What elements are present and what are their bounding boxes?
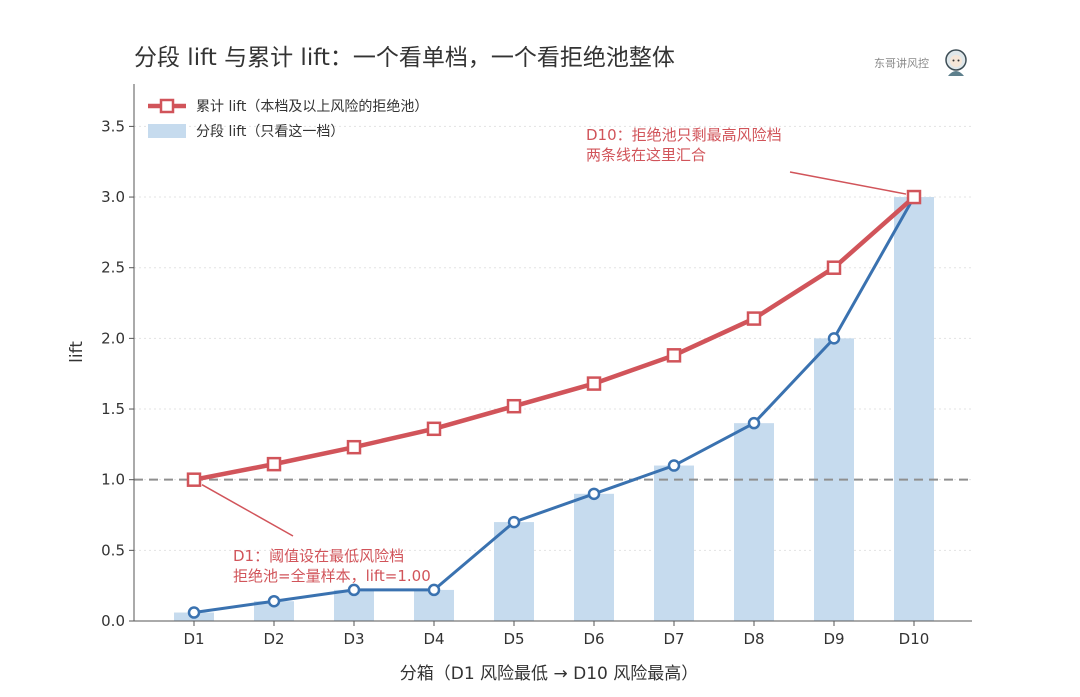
cumulative-lift-point xyxy=(346,439,362,455)
segment-lift-point xyxy=(827,332,841,345)
y-tick-label: 0.0 xyxy=(101,612,125,630)
segment-lift-point xyxy=(187,606,201,619)
segment-lift-point xyxy=(587,487,601,501)
segment-lift-point xyxy=(347,583,361,597)
cumulative-lift-point xyxy=(906,189,922,205)
x-tick-label: D1 xyxy=(183,630,204,648)
legend-cumulative-swatch-marker xyxy=(159,98,175,114)
annotation-d10-text: 两条线在这里汇合 xyxy=(586,146,706,164)
watermark: 东哥讲风控 xyxy=(874,57,929,70)
legend-segment-label: 分段 lift（只看这一档） xyxy=(196,123,344,140)
x-axis-label: 分箱（D1 风险最低 → D10 风险最高） xyxy=(400,664,699,684)
annotation-d1-text: 拒绝池=全量样本，lift=1.00 xyxy=(233,567,431,585)
x-tick-label: D5 xyxy=(503,630,524,648)
x-tick-label: D2 xyxy=(263,630,284,648)
segment-lift-point xyxy=(507,515,521,529)
cumulative-lift-point xyxy=(586,376,602,391)
segment-lift-line xyxy=(193,196,916,615)
x-tick-label: D4 xyxy=(423,630,444,648)
segment-lift-point xyxy=(747,416,761,430)
segment-lift-point xyxy=(267,594,281,608)
cumulative-lift-point xyxy=(666,348,682,363)
cumulative-lift-point xyxy=(186,472,202,487)
annotation-arrow-d1 xyxy=(201,484,294,537)
y-tick-label: 0.5 xyxy=(101,541,125,559)
cumulative-lift-line xyxy=(193,195,916,482)
bar-segment-lift xyxy=(894,197,934,622)
bar-segment-lift xyxy=(574,493,614,621)
x-tick-label: D9 xyxy=(823,630,844,648)
avatar-logo-icon xyxy=(945,49,967,76)
x-tick-label: D10 xyxy=(899,630,930,648)
y-tick-label: 2.5 xyxy=(101,259,125,277)
annotation-arrow-d10 xyxy=(789,171,907,195)
bar-segment-lift xyxy=(654,465,694,621)
legend-cumulative-label: 累计 lift（本档及以上风险的拒绝池） xyxy=(196,99,428,115)
y-axis-label: lift xyxy=(67,341,87,363)
legend-segment-swatch xyxy=(148,124,186,138)
bar-segment-lift xyxy=(254,601,294,621)
segment-lift-point xyxy=(667,459,681,472)
y-tick-label: 3.5 xyxy=(101,117,125,135)
cumulative-lift-point xyxy=(746,311,762,326)
x-tick-label: D6 xyxy=(583,630,604,648)
x-tick-label: D3 xyxy=(343,630,364,648)
bar-segment-lift xyxy=(494,522,534,621)
y-tick-label: 1.0 xyxy=(101,471,125,489)
y-tick-label: 2.0 xyxy=(101,329,125,347)
segment-lift-point xyxy=(427,583,441,597)
chart-title: 分段 lift 与累计 lift：一个看单档，一个看拒绝池整体 xyxy=(134,45,675,71)
x-tick-label: D7 xyxy=(663,630,684,648)
cumulative-lift-point xyxy=(426,421,442,437)
bar-segment-lift xyxy=(734,423,774,621)
y-tick-label: 1.5 xyxy=(101,400,125,418)
y-tick-label: 3.0 xyxy=(101,188,125,206)
annotation-d10-text: D10：拒绝池只剩最高风险档 xyxy=(586,126,782,144)
cumulative-lift-point xyxy=(826,260,842,275)
cumulative-lift-point xyxy=(506,398,522,414)
annotation-d1-text: D1：阈值设在最低风险档 xyxy=(233,547,404,565)
x-tick-label: D8 xyxy=(743,630,764,648)
cumulative-lift-point xyxy=(266,456,282,472)
